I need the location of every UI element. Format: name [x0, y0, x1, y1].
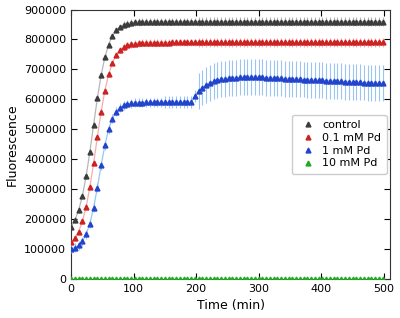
10 mM Pd — [88, 277, 92, 280]
10 mM Pd — [69, 277, 74, 280]
control — [305, 20, 310, 24]
1 mM Pd — [324, 79, 329, 83]
Line: 0.1 mM Pd: 0.1 mM Pd — [69, 40, 385, 245]
control — [72, 218, 77, 222]
1 mM Pd — [72, 246, 77, 250]
10 mM Pd — [72, 277, 77, 280]
control — [361, 20, 366, 24]
control — [69, 225, 74, 229]
1 mM Pd — [69, 247, 74, 251]
1 mM Pd — [252, 75, 257, 79]
Line: control: control — [69, 19, 385, 229]
1 mM Pd — [88, 222, 92, 225]
Line: 1 mM Pd: 1 mM Pd — [69, 75, 385, 252]
control — [208, 20, 212, 24]
0.1 mM Pd — [208, 41, 212, 45]
10 mM Pd — [222, 277, 227, 280]
control — [320, 20, 325, 24]
control — [88, 150, 92, 154]
10 mM Pd — [305, 277, 310, 280]
control — [222, 20, 227, 24]
X-axis label: Time (min): Time (min) — [196, 300, 264, 313]
1 mM Pd — [380, 81, 385, 85]
0.1 mM Pd — [305, 41, 310, 45]
1 mM Pd — [309, 78, 314, 82]
10 mM Pd — [320, 277, 325, 280]
Legend: control, 0.1 mM Pd, 1 mM Pd, 10 mM Pd: control, 0.1 mM Pd, 1 mM Pd, 10 mM Pd — [292, 114, 387, 174]
0.1 mM Pd — [88, 185, 92, 189]
10 mM Pd — [208, 277, 212, 280]
1 mM Pd — [208, 81, 212, 85]
control — [380, 20, 385, 24]
Y-axis label: Fluorescence: Fluorescence — [6, 103, 18, 186]
0.1 mM Pd — [380, 41, 385, 45]
0.1 mM Pd — [365, 41, 370, 45]
0.1 mM Pd — [222, 41, 227, 45]
Line: 10 mM Pd: 10 mM Pd — [69, 276, 385, 281]
1 mM Pd — [222, 77, 227, 80]
0.1 mM Pd — [69, 240, 74, 244]
0.1 mM Pd — [320, 41, 325, 45]
0.1 mM Pd — [72, 236, 77, 240]
10 mM Pd — [380, 277, 385, 280]
